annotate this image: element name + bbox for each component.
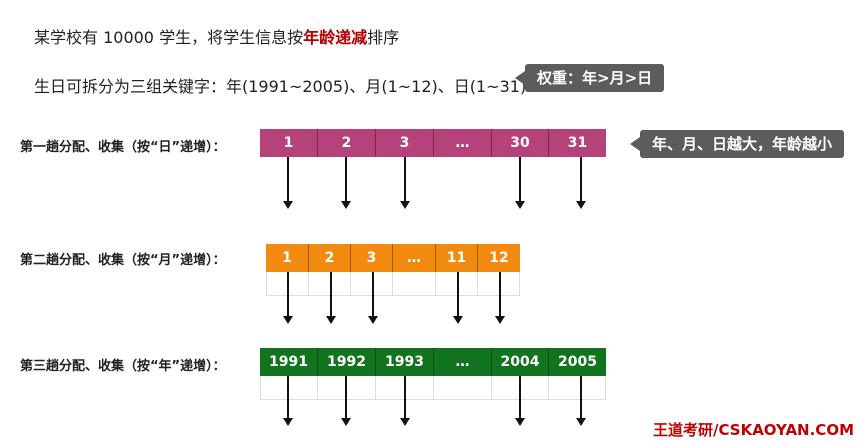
pass-3-bucket: 1991 (260, 348, 318, 376)
pass-2-bucket: … (393, 244, 436, 272)
pass-2-arrow (283, 272, 293, 324)
pass-1-arrow (515, 157, 525, 209)
pass-3-queue-slots (260, 376, 606, 400)
queue-slot (318, 376, 376, 400)
pass-3-arrow (576, 376, 586, 426)
pass-2-queue-slots (266, 272, 520, 296)
pass-1-arrow (576, 157, 586, 209)
pass-3-bucket: 2004 (492, 348, 549, 376)
intro-line-1-prefix: 某学校有 10000 学生，将学生信息按 (34, 28, 304, 47)
pass-3-arrow (515, 376, 525, 426)
rule-callout: 年、月、日越大，年龄越小 (629, 130, 845, 158)
pass-2-arrow (453, 272, 463, 324)
intro-line-1: 某学校有 10000 学生，将学生信息按年龄递减排序 (34, 24, 399, 48)
pass-1-bucket: 30 (492, 129, 549, 157)
pass-1-arrow (400, 157, 410, 209)
pass-1-bucket: 31 (549, 129, 606, 157)
pass-2-buckets: 1 2 3 … 11 12 (266, 244, 520, 272)
pass-2-bucket: 1 (266, 244, 309, 272)
pass-2-bucket: 11 (436, 244, 478, 272)
intro-line-1-suffix: 排序 (367, 28, 400, 47)
queue-slot (549, 376, 606, 400)
queue-slot (434, 376, 492, 400)
pass-2-bucket: 3 (351, 244, 393, 272)
weight-callout: 权重：年>月>日 (514, 64, 665, 92)
pass-2-arrow (368, 272, 378, 324)
pass-1-bucket: 1 (260, 129, 318, 157)
pass-3-arrow (341, 376, 351, 426)
pass-2-arrow (326, 272, 336, 324)
pass-3-bucket: 1992 (318, 348, 376, 376)
pass-3-bucket: 1993 (376, 348, 434, 376)
pass-1-arrow (283, 157, 293, 209)
intro-line-1-highlight: 年龄递减 (303, 28, 368, 47)
pass-2-label: 第二趟分配、收集（按“月”递增）： (20, 253, 226, 268)
pass-1-buckets: 1 2 3 … 30 31 (260, 129, 606, 157)
queue-slot (393, 272, 436, 296)
pass-2-arrow (495, 272, 505, 324)
queue-slot (260, 376, 318, 400)
pass-3-label: 第三趟分配、收集（按“年”递增）： (20, 359, 226, 374)
pass-2-bucket: 2 (309, 244, 351, 272)
pass-1-label: 第一趟分配、收集（按“日”递增）： (20, 140, 226, 155)
pass-3-buckets: 1991 1992 1993 … 2004 2005 (260, 348, 606, 376)
pass-1-bucket: 2 (318, 129, 376, 157)
pass-1-bucket: 3 (376, 129, 434, 157)
pass-3-bucket: 2005 (549, 348, 606, 376)
pass-3-arrow (283, 376, 293, 426)
pass-3-arrow (400, 376, 410, 426)
intro-line-2: 生日可拆分为三组关键字：年(1991~2005)、月(1~12)、日(1~31) (34, 77, 527, 96)
watermark: 王道考研/CSKAOYAN.COM (653, 421, 854, 439)
pass-3-bucket: … (434, 348, 492, 376)
pass-1-bucket: … (434, 129, 492, 157)
pass-1-arrow (341, 157, 351, 209)
pass-2-bucket: 12 (478, 244, 520, 272)
